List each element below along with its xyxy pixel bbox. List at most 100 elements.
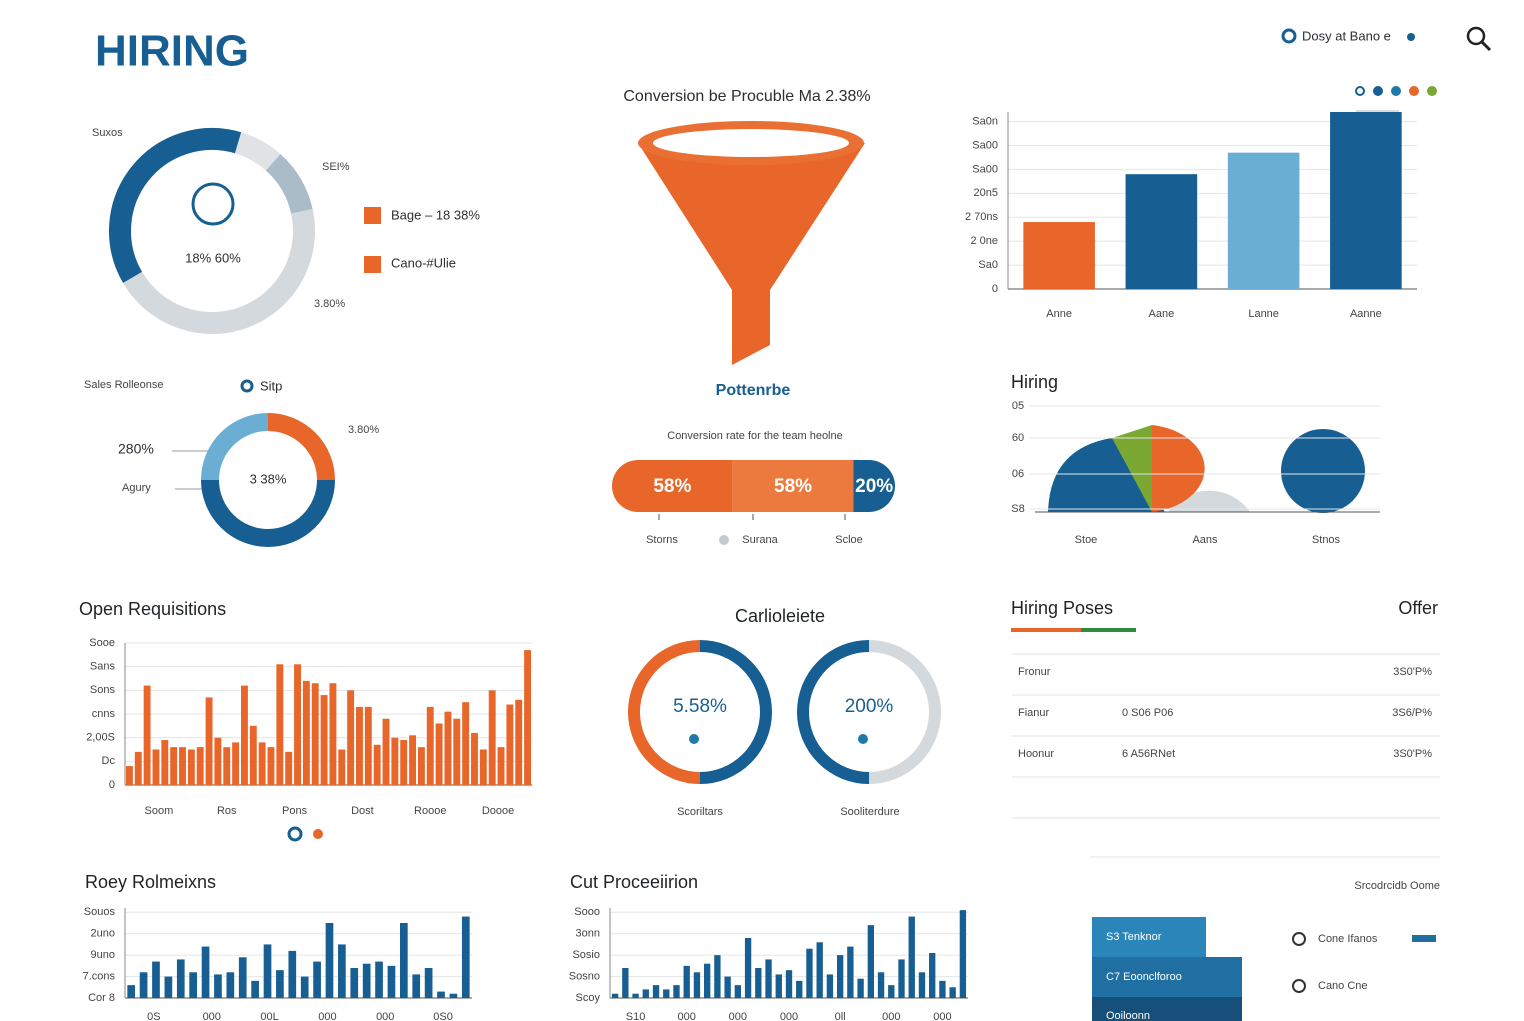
- page-title: HIRING: [95, 27, 249, 76]
- bar: [325, 923, 334, 998]
- x-tick-label: 000: [678, 1011, 696, 1021]
- bar: [949, 987, 956, 998]
- table-rules: [1012, 653, 1440, 858]
- table-cell: 6 A56RNet: [1122, 748, 1175, 760]
- legend-swatch: [364, 256, 381, 273]
- bar: [426, 706, 434, 785]
- bar: [300, 976, 309, 998]
- bar: [1023, 222, 1095, 289]
- progress-segment: [612, 460, 733, 512]
- source-box-label: S3 Tenknor: [1106, 931, 1162, 943]
- progress-label: Storns: [646, 534, 678, 546]
- y-tick-label: Sooo: [574, 906, 600, 918]
- bar: [744, 938, 752, 998]
- table-cell: 0 S06 P06: [1122, 707, 1173, 719]
- bar: [435, 723, 443, 785]
- bar: [857, 978, 864, 998]
- bar: [471, 732, 478, 785]
- table-header: Offer: [1398, 598, 1438, 618]
- legend-dots: [1355, 86, 1437, 96]
- ring-label: Sooliterdure: [840, 806, 899, 818]
- panel-title: Conversion rate for the team heolne: [667, 430, 843, 442]
- bar: [908, 916, 915, 998]
- bar: [449, 993, 458, 998]
- y-tick-label: S8: [1011, 503, 1024, 515]
- bar: [164, 976, 173, 998]
- bar: [479, 749, 487, 785]
- progress-segment: [853, 460, 895, 512]
- y-tick-label: Sooe: [89, 637, 115, 649]
- x-tick-label: 000: [203, 1011, 221, 1021]
- source-box: [1092, 997, 1242, 1021]
- donut-segment: [267, 413, 335, 481]
- bar: [258, 742, 266, 785]
- donut-segment: [868, 640, 941, 784]
- legend-label: Cano-#Ulie: [391, 255, 456, 270]
- y-tick-label: 2uno: [91, 928, 115, 940]
- bar: [267, 747, 275, 785]
- bar: [232, 742, 240, 785]
- search-icon[interactable]: [1466, 26, 1492, 52]
- bar: [179, 747, 186, 785]
- bar: [1125, 174, 1198, 289]
- y-tick-label: Sons: [90, 684, 116, 696]
- x-tick-label: S10: [626, 1011, 646, 1021]
- bar: [226, 972, 235, 998]
- donut-segment: [265, 154, 313, 215]
- bar: [683, 965, 690, 998]
- donut-segment: [234, 132, 281, 171]
- table-cell: Fianur: [1018, 707, 1050, 719]
- x-tick-label: 000: [882, 1011, 900, 1021]
- bar: [373, 744, 381, 785]
- bar: [288, 950, 297, 998]
- bar: [673, 985, 680, 998]
- bar: [375, 961, 383, 998]
- bar: [847, 946, 854, 998]
- bar: [294, 664, 301, 785]
- progress-value: 58%: [774, 476, 812, 497]
- bar: [161, 740, 169, 785]
- title-underline: [1081, 628, 1136, 632]
- donut-label: Agury: [122, 482, 151, 494]
- x-tick-label: Ros: [217, 805, 237, 817]
- x-tick-label: 000: [729, 1011, 747, 1021]
- donut-segment: [201, 479, 335, 547]
- y-tick-label: 3onn: [576, 928, 600, 940]
- title-underline: [1011, 628, 1081, 632]
- bar: [437, 991, 445, 998]
- user-name[interactable]: Dosy at Bano e: [1302, 28, 1391, 43]
- y-tick-label: Sa00: [972, 139, 998, 151]
- y-tick-label: 2 70ns: [965, 211, 999, 223]
- x-tick-label: 0ll: [835, 1011, 846, 1021]
- y-tick-label: Sosno: [569, 970, 600, 982]
- bar: [329, 683, 337, 785]
- bar: [409, 735, 417, 785]
- bar: [1227, 152, 1300, 289]
- y-tick-label: Dc: [102, 755, 116, 767]
- bar: [622, 968, 629, 998]
- bar: [285, 751, 293, 785]
- bar: [276, 664, 284, 785]
- ring-center: 5.58%: [673, 696, 727, 717]
- y-tick-label: Sa0n: [972, 115, 998, 127]
- bar: [453, 718, 461, 785]
- bar: [214, 737, 222, 785]
- legend-swatch: [364, 207, 381, 224]
- donut-segment: [797, 640, 870, 784]
- bar: [734, 985, 742, 998]
- bar: [127, 985, 136, 998]
- panel-title: Open Requisitions: [79, 599, 226, 619]
- source-box: [1092, 917, 1206, 957]
- y-tick-label: Sosio: [572, 949, 600, 961]
- y-tick-label: Scoy: [576, 992, 601, 1004]
- bar: [444, 711, 452, 785]
- item-icon: [1292, 932, 1306, 946]
- bar: [400, 740, 408, 785]
- source-item: Cano Cne: [1318, 980, 1368, 992]
- y-tick-label: 7.cons: [83, 970, 116, 982]
- donut-segment: [699, 640, 772, 784]
- user-icon[interactable]: [1281, 28, 1297, 44]
- table-cell: 3S0'P%: [1393, 748, 1432, 760]
- y-tick-label: Cor 8: [88, 992, 115, 1004]
